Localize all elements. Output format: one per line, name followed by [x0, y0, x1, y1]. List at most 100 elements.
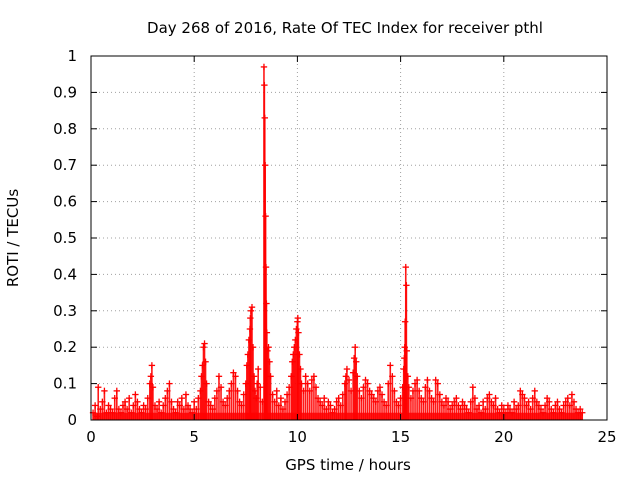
data-point: [576, 405, 584, 420]
data-point: [125, 394, 133, 420]
data-point: [426, 387, 433, 420]
data-point: [121, 398, 129, 420]
data-point: [432, 376, 439, 420]
data-point: [345, 376, 353, 420]
data-point: [254, 365, 262, 420]
data-point: [391, 387, 398, 420]
data-point: [376, 384, 384, 420]
data-point: [453, 394, 460, 420]
data-point: [257, 384, 264, 420]
data-point: [296, 351, 303, 420]
data-point: [105, 402, 112, 420]
data-point: [297, 365, 304, 420]
data-point: [351, 344, 359, 420]
data-point: [186, 405, 194, 420]
data-point: [134, 398, 141, 420]
data-point: [498, 402, 505, 420]
x-tick-label: 15: [391, 428, 410, 446]
data-point: [140, 402, 147, 420]
data-point: [364, 380, 371, 420]
data-point: [387, 362, 394, 420]
data-point: [95, 384, 102, 420]
data-point: [230, 369, 237, 420]
y-tick-label: 0.4: [53, 265, 77, 283]
data-point: [405, 384, 413, 420]
data-point: [184, 402, 192, 420]
y-tick-label: 1: [67, 47, 77, 65]
data-point: [579, 409, 586, 420]
data-point: [232, 373, 239, 420]
data-point: [269, 391, 276, 420]
data-point: [115, 405, 123, 420]
data-point: [335, 394, 342, 420]
data-point: [535, 402, 543, 420]
data-point: [267, 373, 274, 420]
data-point: [201, 340, 208, 420]
data-point: [506, 405, 514, 420]
data-point: [531, 387, 538, 420]
data-point: [521, 394, 528, 420]
data-point: [101, 387, 108, 420]
data-point: [207, 402, 214, 420]
y-tick-label: 0.7: [53, 156, 77, 174]
data-point: [155, 398, 163, 420]
y-tick-label: 0.8: [53, 120, 77, 138]
data-point: [469, 384, 477, 420]
data-point: [217, 384, 225, 420]
data-point: [310, 373, 318, 420]
data-point: [234, 387, 241, 420]
data-point: [455, 402, 462, 420]
data-point: [148, 362, 156, 420]
data-point: [568, 391, 576, 420]
data-point: [564, 394, 571, 420]
data-point: [107, 405, 114, 420]
grid-lines: [91, 56, 607, 420]
x-tick-label: 25: [597, 428, 616, 446]
data-point: [350, 354, 358, 420]
data-point: [415, 387, 423, 420]
data-point: [304, 380, 311, 420]
data-point: [132, 391, 139, 420]
data-point: [537, 405, 545, 420]
baseline-noise-band: [93, 412, 583, 420]
data-point: [266, 358, 273, 420]
x-axis-label: GPS time / hours: [285, 456, 411, 474]
data-point: [215, 373, 223, 420]
data-point: [253, 380, 261, 420]
y-tick-label: 0.3: [53, 302, 77, 320]
data-point: [424, 376, 431, 420]
data-point: [343, 365, 351, 420]
data-point: [202, 358, 209, 420]
data-point: [91, 402, 99, 420]
data-point: [434, 380, 441, 420]
data-point: [436, 391, 444, 420]
x-tick-label: 0: [86, 428, 96, 446]
y-tick-label: 0.1: [53, 375, 77, 393]
data-point: [554, 398, 561, 420]
data-point: [570, 398, 578, 420]
data-point: [403, 347, 410, 420]
data-point: [342, 373, 350, 420]
data-point: [249, 344, 257, 420]
y-axis-label: ROTI / TECUs: [4, 189, 22, 287]
data-point: [295, 329, 302, 420]
data-point: [546, 398, 553, 420]
data-point: [170, 405, 177, 420]
data-point: [247, 307, 255, 420]
data-point: [463, 405, 470, 420]
y-tick-label: 0: [67, 411, 77, 429]
data-point: [444, 398, 452, 420]
data-point: [494, 405, 501, 420]
data-point: [93, 413, 101, 420]
data-point: [486, 391, 493, 420]
x-tick-label: 20: [494, 428, 513, 446]
data-point: [389, 373, 396, 420]
y-tick-label: 0.9: [53, 83, 77, 101]
data-point: [479, 398, 487, 420]
data-point: [248, 303, 256, 420]
x-tick-label: 5: [189, 428, 199, 446]
data-point: [525, 398, 532, 420]
data-point: [356, 387, 363, 420]
y-tick-label: 0.2: [53, 338, 77, 356]
